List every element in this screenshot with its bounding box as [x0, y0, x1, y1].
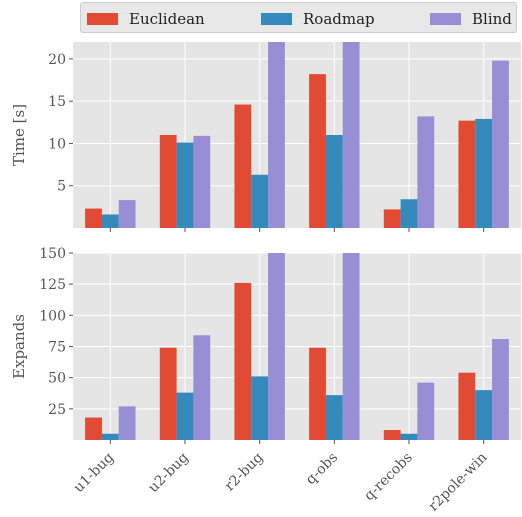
bar-roadmap-u2-bug: [176, 392, 194, 440]
bar-blind-u1-bug: [118, 406, 136, 440]
bar-blind-r2pole-win: [492, 60, 509, 228]
y-tick-label: 5: [57, 179, 66, 195]
bar-euclidean-r2-bug: [234, 282, 252, 440]
bar-roadmap-q-recobs: [400, 199, 418, 228]
bar-blind-r2pole-win: [492, 339, 509, 440]
bar-roadmap-q-recobs: [400, 433, 418, 440]
y-tick-label: 100: [39, 308, 66, 324]
bar-euclidean-u1-bug: [85, 417, 102, 440]
bar-euclidean-u2-bug: [159, 135, 177, 228]
bar-roadmap-r2pole-win: [475, 390, 493, 440]
bar-roadmap-u2-bug: [176, 142, 194, 228]
y-tick-label: 25: [48, 402, 66, 418]
bar-euclidean-q-obs: [309, 74, 326, 228]
x-tick-label: r2-bug: [222, 449, 267, 494]
y-tick-label: 20: [48, 52, 66, 68]
x-tick-label: q-recobs: [361, 450, 416, 505]
legend-swatch-roadmap: [261, 13, 292, 25]
legend: Euclidean Roadmap Blind: [80, 2, 517, 33]
bar-blind-u1-bug: [118, 200, 136, 228]
y-axis-label: Time [s]: [10, 104, 28, 166]
bar-blind-q-recobs: [417, 382, 435, 440]
y-tick-label: 150: [39, 246, 66, 262]
y-axis-label: Expands: [10, 314, 28, 379]
bar-roadmap-r2pole-win: [475, 118, 493, 228]
bar-blind-u2-bug: [193, 135, 211, 228]
bar-euclidean-q-recobs: [383, 430, 401, 440]
bar-euclidean-r2pole-win: [458, 120, 476, 228]
legend-swatch-blind: [430, 13, 461, 25]
y-tick-label: 15: [48, 94, 66, 110]
legend-label-blind: Blind: [472, 10, 512, 28]
bar-blind-r2-bug: [268, 42, 285, 228]
bar-euclidean-r2pole-win: [458, 372, 476, 440]
legend-item-euclidean: Euclidean: [87, 10, 205, 28]
bar-blind-r2-bug: [268, 253, 285, 440]
bar-blind-q-obs: [342, 253, 360, 440]
bar-roadmap-u1-bug: [101, 433, 119, 440]
y-tick-label: 50: [48, 371, 66, 387]
plot-area-1: [73, 42, 521, 228]
y-tick-label: 75: [48, 340, 66, 356]
bar-euclidean-u2-bug: [159, 347, 177, 440]
bar-roadmap-u1-bug: [101, 214, 119, 228]
legend-item-roadmap: Roadmap: [261, 10, 375, 28]
bar-roadmap-r2-bug: [251, 376, 269, 440]
bar-roadmap-q-obs: [325, 395, 343, 440]
legend-swatch-euclidean: [87, 13, 118, 25]
y-tick-label: 10: [48, 136, 66, 152]
y-tick-label: 125: [39, 277, 66, 293]
bar-blind-u2-bug: [193, 335, 211, 440]
bar-blind-q-obs: [342, 42, 360, 228]
bar-roadmap-q-obs: [325, 135, 343, 228]
legend-label-roadmap: Roadmap: [303, 10, 375, 28]
bar-euclidean-r2-bug: [234, 104, 252, 228]
bar-roadmap-r2-bug: [251, 174, 269, 228]
legend-item-blind: Blind: [430, 10, 512, 28]
x-tick-label: r2pole-win: [425, 450, 490, 515]
bar-euclidean-q-obs: [309, 347, 326, 440]
x-tick-label: u2-bug: [145, 449, 191, 495]
x-tick-label: u1-bug: [71, 449, 117, 495]
bar-euclidean-u1-bug: [85, 208, 102, 228]
bar-euclidean-q-recobs: [383, 209, 401, 228]
legend-label-euclidean: Euclidean: [129, 10, 205, 28]
bar-blind-q-recobs: [417, 116, 435, 228]
x-tick-label: q-obs: [303, 450, 341, 488]
